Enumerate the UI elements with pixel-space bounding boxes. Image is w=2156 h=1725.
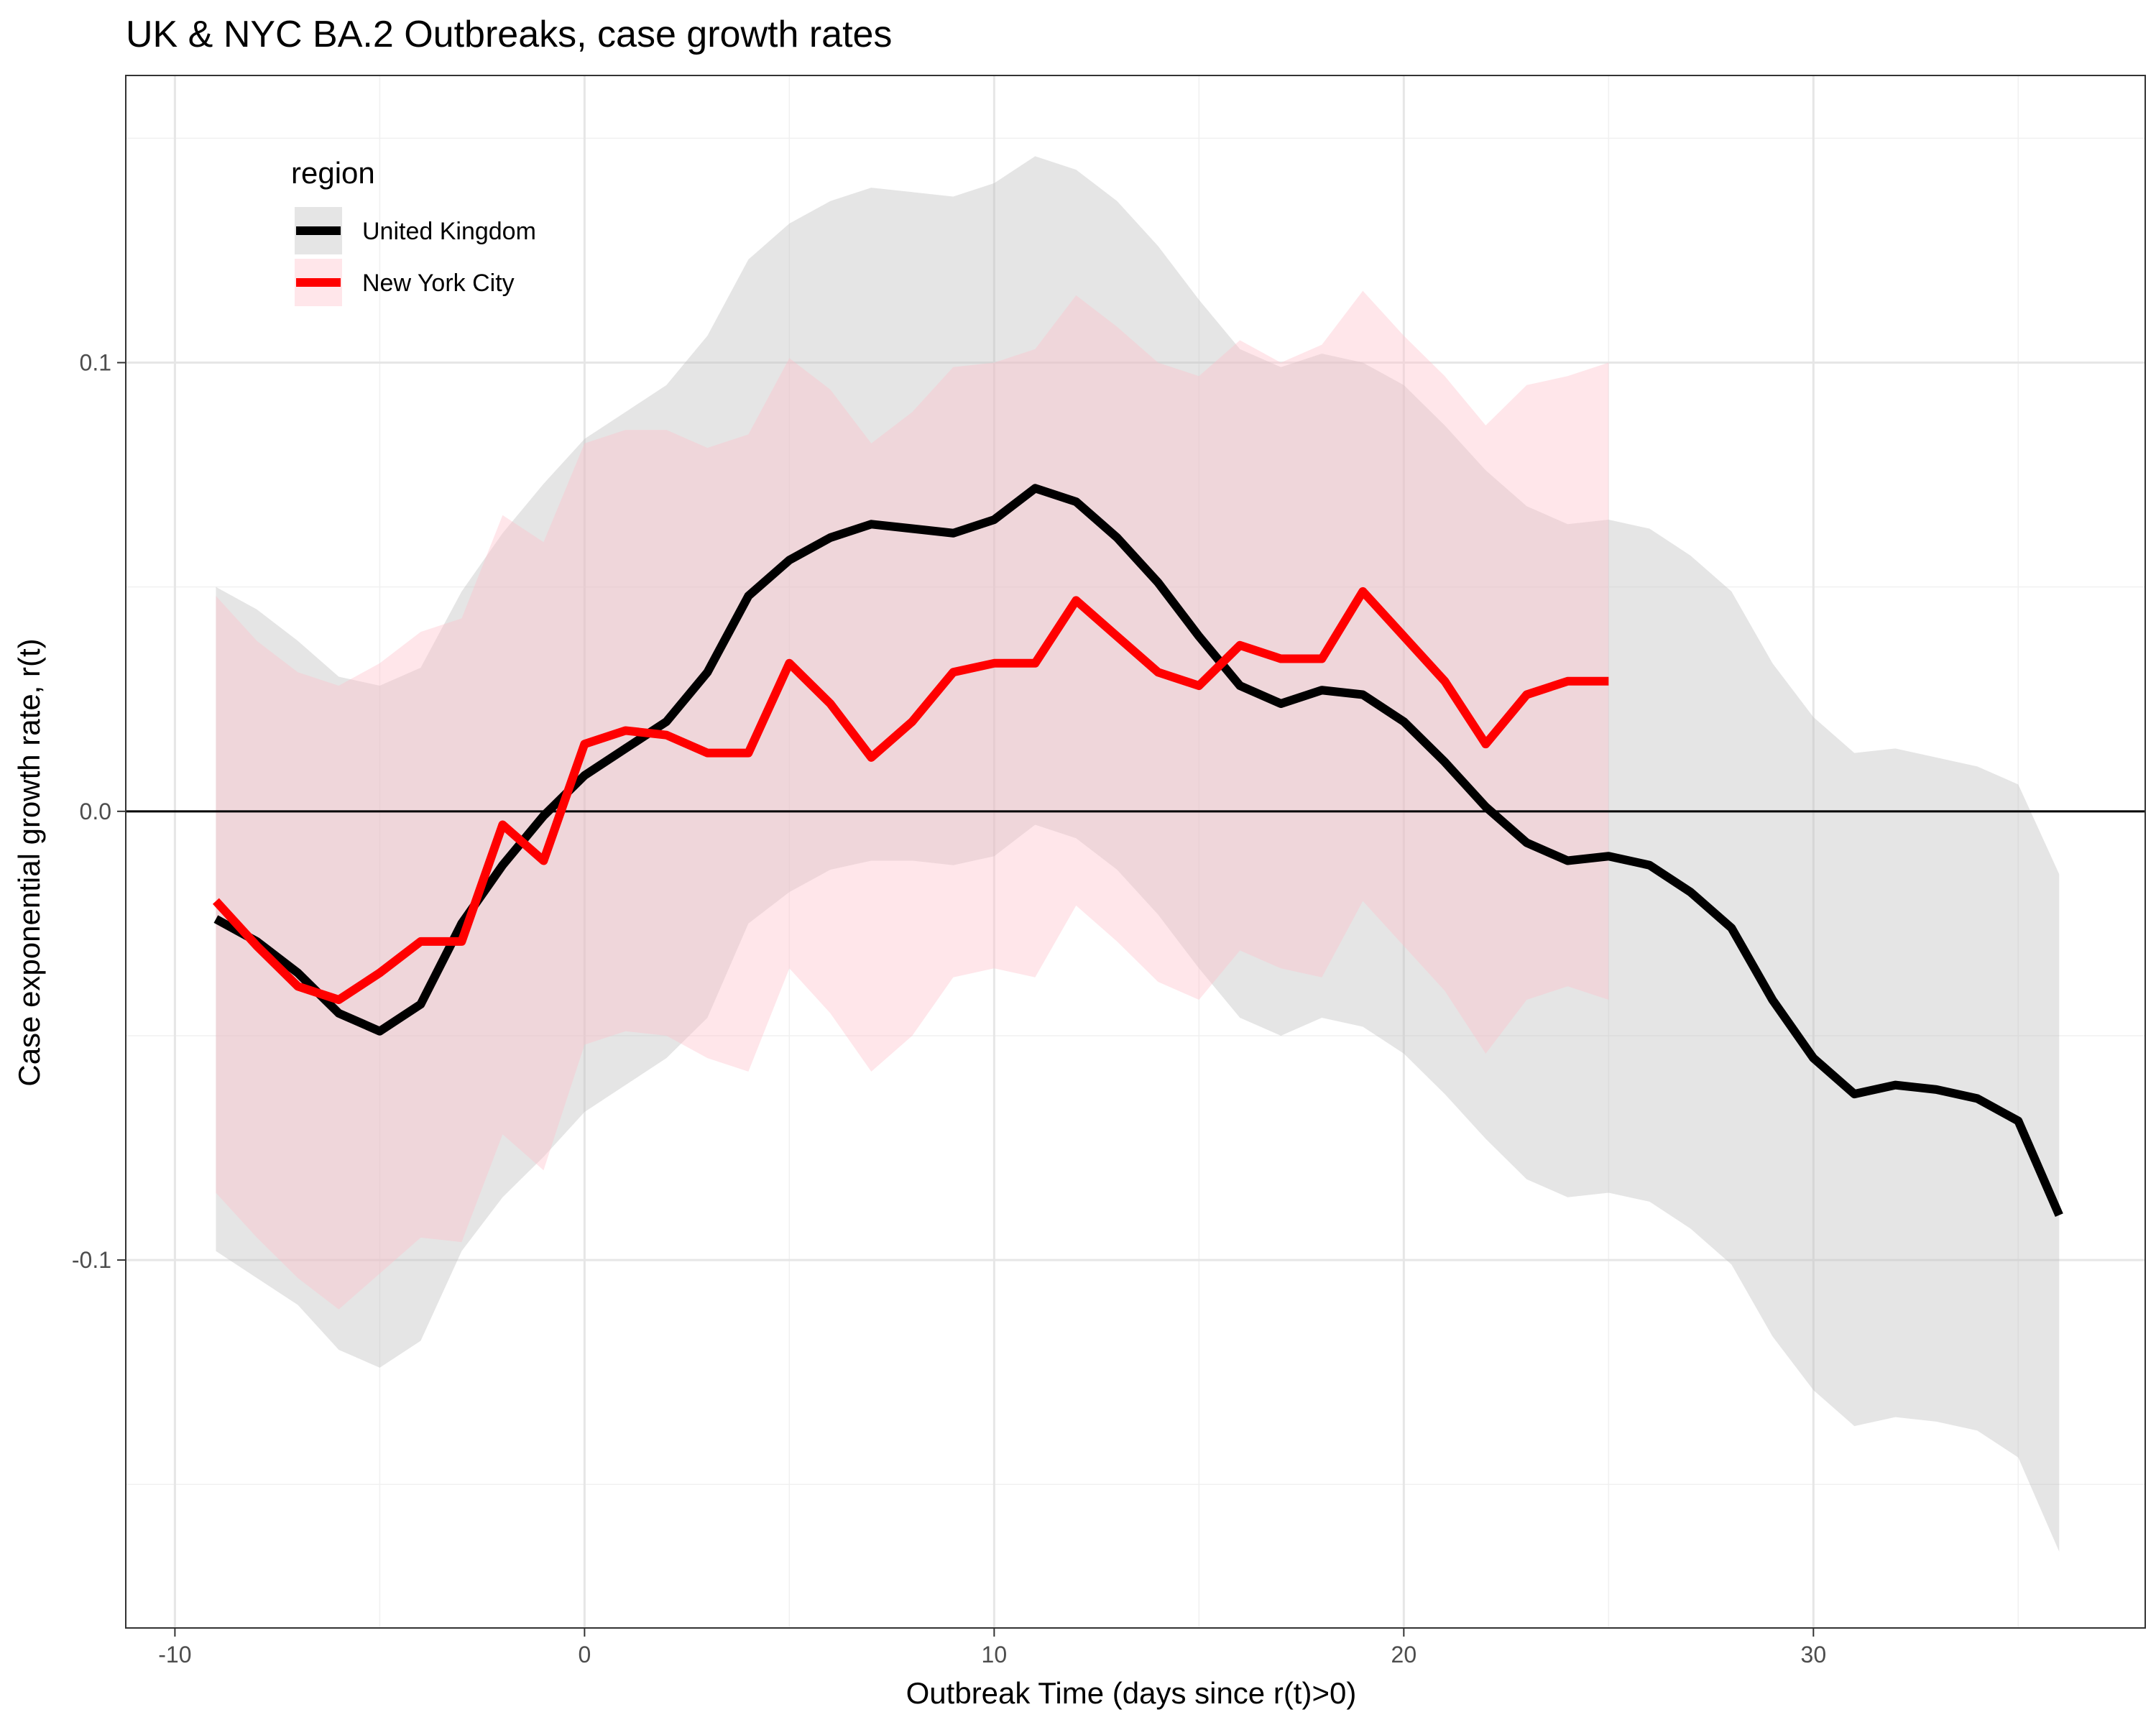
x-tick-label: -10 [158, 1642, 191, 1668]
y-tick-label: 0.0 [80, 799, 111, 824]
x-tick-label: 10 [982, 1642, 1008, 1668]
y-axis-title: Case exponential growth rate, r(t) [12, 638, 46, 1086]
x-axis: -10 0 10 20 30 [158, 1628, 1826, 1668]
series-line-1 [212, 586, 1609, 1005]
legend-entries: United Kingdom New York City [295, 207, 536, 306]
x-tick-label: 30 [1801, 1642, 1827, 1668]
grid-minor [126, 75, 2145, 1628]
y-axis: -0.1 0.0 0.1 [72, 350, 126, 1273]
chart-title: UK & NYC BA.2 Outbreaks, case growth rat… [126, 14, 892, 55]
ribbon-0 [216, 156, 2060, 1552]
series-lines [212, 484, 2063, 1218]
confidence-ribbons [216, 156, 2060, 1552]
y-tick-label: -0.1 [72, 1247, 111, 1273]
legend: region United Kingdom New York City [291, 156, 536, 306]
x-tick-label: 20 [1391, 1642, 1417, 1668]
ribbon-1 [216, 290, 1609, 1310]
legend-title: region [291, 156, 375, 190]
panel-border [125, 75, 2146, 1629]
legend-label-0: United Kingdom [362, 218, 536, 245]
x-axis-title: Outbreak Time (days since r(t)>0) [906, 1676, 1357, 1710]
x-tick-label: 0 [578, 1642, 591, 1668]
legend-label-1: New York City [362, 270, 515, 297]
y-tick-label: 0.1 [80, 350, 111, 376]
